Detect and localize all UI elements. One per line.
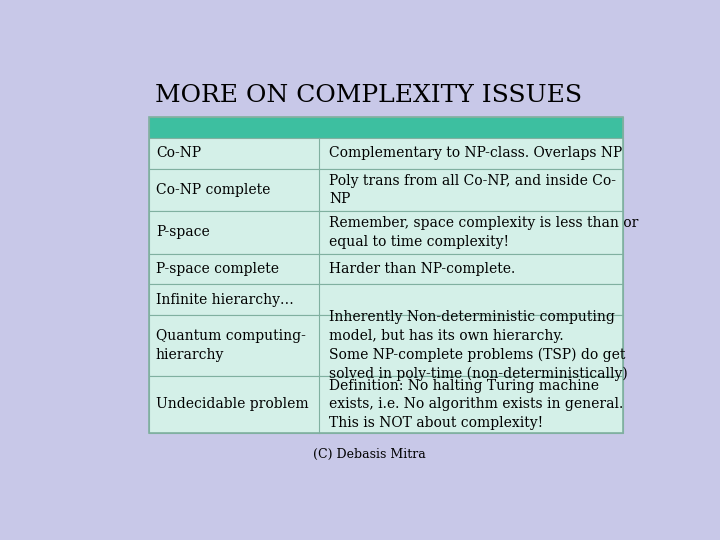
- Bar: [148, 117, 623, 138]
- Text: Poly trans from all Co-NP, and inside Co-
NP: Poly trans from all Co-NP, and inside Co…: [329, 174, 616, 206]
- Text: Complementary to NP-class. Overlaps NP: Complementary to NP-class. Overlaps NP: [329, 146, 623, 160]
- Text: Co-NP: Co-NP: [156, 146, 201, 160]
- Text: Inherently Non-deterministic computing
model, but has its own hierarchy.
Some NP: Inherently Non-deterministic computing m…: [329, 310, 628, 381]
- Text: Harder than NP-complete.: Harder than NP-complete.: [329, 262, 516, 276]
- Bar: [148, 254, 623, 284]
- Text: Co-NP complete: Co-NP complete: [156, 183, 270, 197]
- Bar: [148, 315, 623, 376]
- Text: P-space: P-space: [156, 225, 210, 239]
- Bar: [148, 138, 623, 168]
- Bar: [148, 211, 623, 254]
- Bar: [148, 117, 623, 433]
- Text: Undecidable problem: Undecidable problem: [156, 397, 308, 411]
- Text: Remember, space complexity is less than or
equal to time complexity!: Remember, space complexity is less than …: [329, 216, 639, 248]
- Text: Quantum computing-
hierarchy: Quantum computing- hierarchy: [156, 329, 306, 362]
- Text: P-space complete: P-space complete: [156, 262, 279, 276]
- Text: Infinite hierarchy…: Infinite hierarchy…: [156, 293, 294, 307]
- Text: MORE ON COMPLEXITY ISSUES: MORE ON COMPLEXITY ISSUES: [156, 84, 582, 106]
- Bar: [148, 284, 623, 315]
- Text: Definition: No halting Turing machine
exists, i.e. No algorithm exists in genera: Definition: No halting Turing machine ex…: [329, 379, 624, 430]
- Text: (C) Debasis Mitra: (C) Debasis Mitra: [312, 448, 426, 461]
- Bar: [148, 168, 623, 211]
- Bar: [148, 376, 623, 433]
